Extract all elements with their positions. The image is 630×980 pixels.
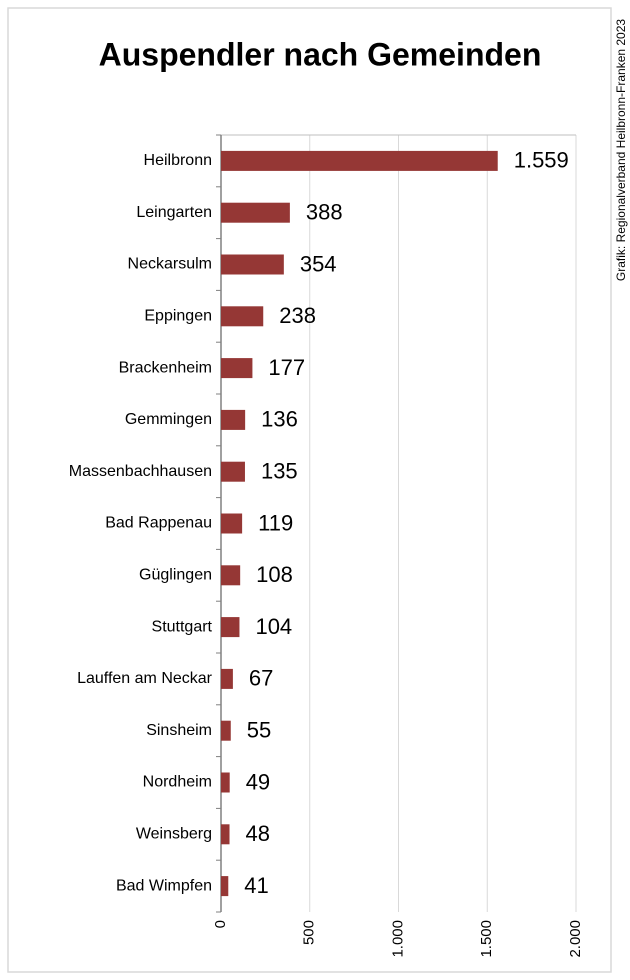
bar [221,565,241,586]
bar [221,150,498,171]
y-tick-label: Güglingen [139,567,212,584]
value-label: 48 [246,821,270,846]
bar [221,306,264,327]
value-label: 1.559 [514,148,569,173]
y-tick-label: Neckarsulm [128,256,212,273]
y-tick-label: Massenbachhausen [69,463,212,480]
y-tick-label: Brackenheim [119,359,212,376]
bar [221,409,246,430]
y-tick-label: Weinsberg [136,826,212,843]
bar [221,617,240,638]
y-tick-label: Lauffen am Neckar [77,670,213,687]
value-label: 177 [268,355,305,380]
value-label: 354 [300,251,337,276]
value-label: 67 [249,666,273,691]
bar [221,876,229,897]
bar [221,668,233,689]
x-tick-label: 500 [301,920,318,945]
bar [221,461,245,482]
x-tick-label: 0 [212,920,229,928]
y-tick-label: Bad Wimpfen [116,877,212,894]
value-label: 136 [261,407,298,432]
source-note: Grafik: Regionalverband Heilbronn-Franke… [614,19,628,281]
value-label: 41 [244,873,268,898]
chart-title: Auspendler nach Gemeinden [99,36,542,72]
bar [221,720,231,741]
x-tick-label: 1.000 [389,920,406,958]
y-tick-label: Eppingen [144,308,212,325]
value-label: 119 [258,510,293,535]
y-tick-label: Sinsheim [146,722,212,739]
bar [221,254,284,275]
y-tick-label: Gemmingen [125,411,212,428]
y-tick-label: Bad Rappenau [105,515,212,532]
y-tick-label: Nordheim [143,774,212,791]
x-tick-label: 1.500 [478,920,495,958]
bar [221,513,243,534]
value-label: 55 [247,718,271,743]
value-label: 135 [261,459,298,484]
value-label: 108 [256,562,293,587]
value-label: 388 [306,200,343,225]
x-tick-label: 2.000 [567,920,584,958]
bar [221,772,230,793]
bar [221,358,253,379]
y-tick-label: Leingarten [136,204,212,221]
value-label: 49 [246,769,270,794]
value-label: 238 [279,303,316,328]
value-label: 104 [255,614,292,639]
bar [221,202,290,223]
bar [221,824,230,845]
y-tick-label: Heilbronn [144,152,212,169]
y-tick-label: Stuttgart [152,618,213,635]
